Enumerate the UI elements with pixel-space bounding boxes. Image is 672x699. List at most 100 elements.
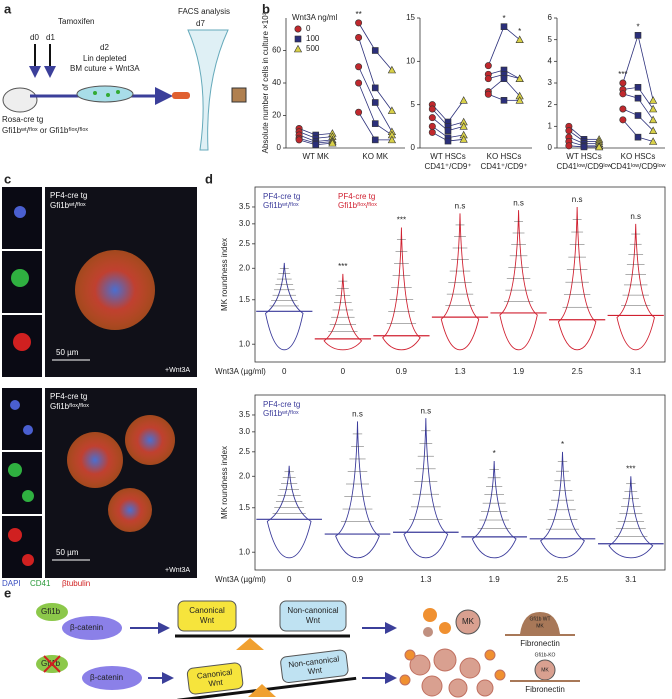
label: FACS analysis (178, 7, 230, 16)
data-point (428, 105, 436, 113)
flow-cell (187, 29, 229, 151)
data-point (619, 90, 627, 98)
cd41-stain (11, 269, 29, 287)
x-tick-label: WT MK (302, 152, 329, 161)
significance: * (518, 27, 521, 36)
label: d0 (30, 33, 39, 42)
y-tick-label: 2.0 (239, 471, 251, 480)
pair-line (637, 35, 654, 101)
label: Gfi1b-KO (535, 652, 556, 658)
data-point (500, 75, 508, 82)
bean (616, 223, 655, 351)
y-tick-label: 1 (548, 121, 553, 130)
nucleus (23, 425, 33, 435)
y-tick-label: 1.0 (239, 547, 251, 556)
label: Gfi1bʷᵗ/ᶠˡᵒˣ (50, 201, 86, 210)
x-tick-label: 1.3 (420, 575, 432, 584)
y-tick-label: 2.5 (239, 447, 251, 456)
data-point (428, 122, 436, 130)
data-point (371, 120, 379, 127)
canonical-box (186, 662, 244, 695)
y-tick-label: 0 (277, 143, 282, 152)
data-point (515, 96, 524, 104)
legend-label: 500 (306, 44, 320, 53)
data-point (387, 106, 397, 114)
y-tick-label: 2.5 (239, 239, 251, 248)
cross (43, 655, 61, 673)
tubulin-stain (22, 554, 34, 566)
bean (557, 206, 597, 351)
label: MK (462, 617, 475, 626)
label: β-catenin (70, 623, 103, 632)
channel-label: CD41 (30, 579, 51, 588)
label: d7 (196, 19, 205, 28)
bean (471, 460, 517, 559)
detector (231, 87, 247, 103)
data-point (515, 35, 524, 43)
legend-label: PF4-cre tg (263, 192, 300, 201)
mk-cell (455, 609, 481, 635)
data-point (459, 122, 468, 130)
label: Lin depleted (83, 54, 127, 63)
y-tick-label: 3.0 (239, 427, 251, 436)
pair-line (637, 97, 654, 121)
x-tick-label: WT HSCs (566, 152, 601, 161)
fulcrum (236, 638, 264, 650)
significance: n.s (352, 410, 363, 419)
data-point (444, 127, 452, 134)
cell-image (125, 415, 175, 465)
pair-line (374, 102, 393, 132)
y-tick-label: 2 (548, 100, 553, 109)
x-tick-label: 0 (282, 367, 287, 376)
significance: n.s (630, 212, 641, 221)
significance: * (493, 449, 496, 458)
label: Wnt (307, 665, 323, 676)
data-point (515, 74, 524, 82)
data-point (619, 105, 627, 113)
pair-line (447, 100, 465, 123)
y-tick-label: 3.5 (239, 410, 251, 419)
data-point (355, 108, 363, 116)
nucleus (14, 206, 26, 218)
bean (265, 262, 304, 351)
x-tick-label: KO HSCs (621, 152, 656, 161)
data-point (500, 23, 508, 30)
pair-line (358, 22, 376, 51)
data-point (580, 143, 588, 151)
significance: * (561, 440, 564, 449)
x-tick-label: 2.5 (557, 575, 569, 584)
data-point (371, 84, 379, 92)
label: BM cuture + Wnt3A (70, 64, 140, 73)
spread-mk (520, 612, 560, 634)
significance: ** (355, 10, 361, 19)
image-tile (2, 388, 42, 450)
pair-line (358, 112, 376, 141)
significance: *** (626, 464, 635, 473)
significance: * (502, 14, 505, 23)
bean (403, 418, 449, 559)
legend-label: 0 (306, 24, 311, 33)
data-point (619, 116, 627, 124)
noncanonical-box (279, 600, 347, 632)
data-point (634, 112, 642, 119)
data-point (634, 84, 642, 91)
data-point (295, 136, 303, 144)
y-tick-label: 10 (406, 56, 415, 65)
label: +Wnt3A (165, 367, 190, 374)
data-point (649, 115, 658, 124)
significance: n.s (513, 198, 524, 207)
data-point (355, 19, 363, 27)
cell (116, 90, 120, 94)
label: Wnt (200, 616, 215, 625)
y-tick-label: 4 (548, 56, 553, 65)
data-point (371, 136, 379, 144)
cell-image (75, 250, 155, 330)
data-point (293, 44, 303, 53)
pair-line (358, 82, 376, 124)
fulcrum (248, 684, 276, 697)
x-tick-label: 1.9 (489, 575, 501, 584)
label: 50 µm (56, 548, 79, 557)
y-tick-label: 15 (406, 13, 415, 22)
data-point (444, 137, 452, 145)
data-point (459, 135, 468, 143)
